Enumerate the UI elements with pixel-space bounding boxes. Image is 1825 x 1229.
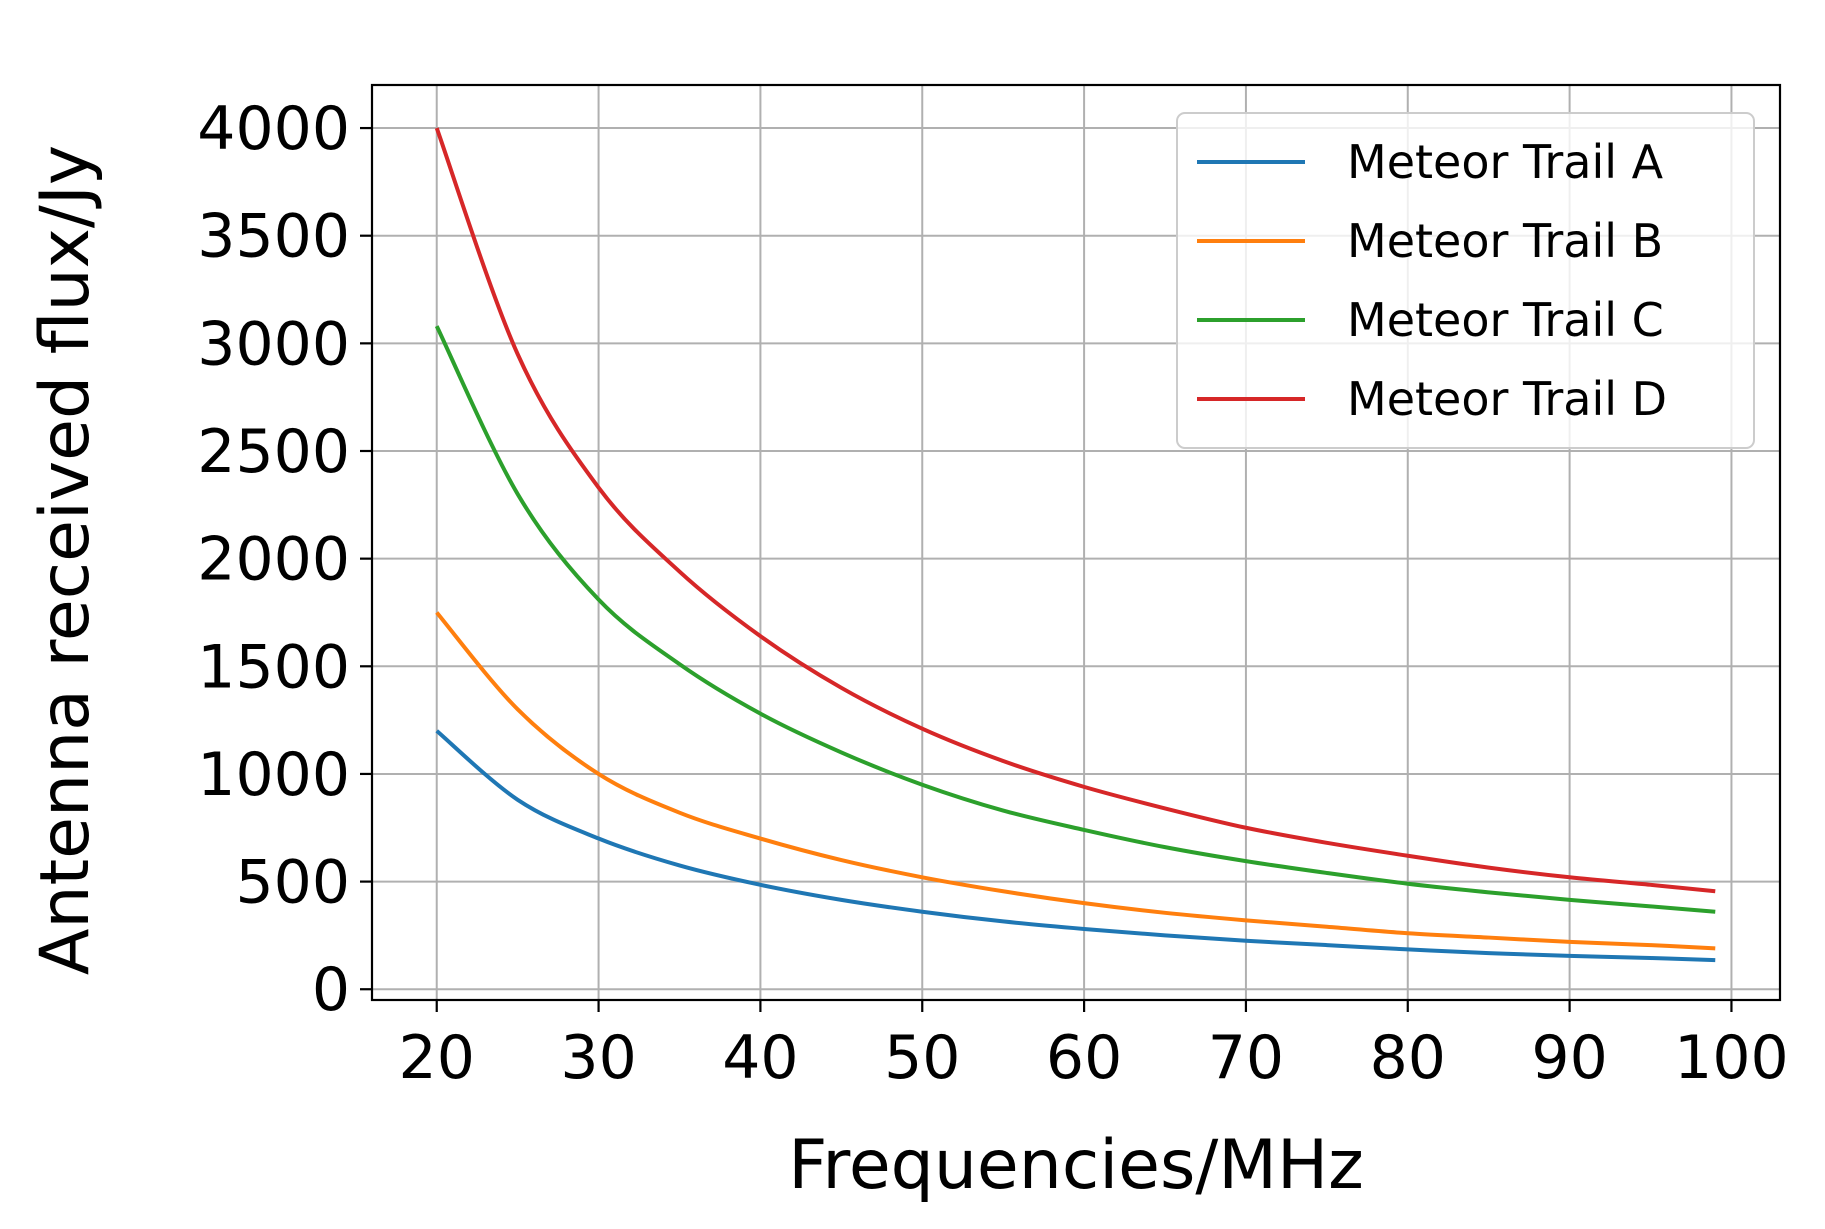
legend-label-meteor-trail-b: Meteor Trail B [1347,214,1663,268]
plot-frame [370,83,1782,1002]
legend-items: Meteor Trail A Meteor Trail B Meteor Trail… [1197,135,1667,426]
series-line-meteor-trail-c [434,325,1716,914]
x-axis-ticks: 20 30 40 50 60 70 80 90 100 [399,1000,1789,1093]
legend: Meteor Trail A Meteor Trail B Meteor Trail… [1176,112,1755,449]
series-line-meteor-trail-b [435,611,1716,951]
legend-label-meteor-trail-a: Meteor Trail A [1347,135,1664,189]
x-tick-label: 50 [884,1023,960,1093]
y-tick-label: 1500 [197,632,350,702]
y-axis-ticks: 0 500 1000 1500 2000 2500 3000 3500 4000 [197,94,372,1025]
series-line-meteor-trail-a [435,729,1716,963]
legend-label-meteor-trail-c: Meteor Trail C [1347,293,1664,347]
legend-label-meteor-trail-d: Meteor Trail D [1347,372,1667,426]
y-tick-label: 4000 [197,94,350,164]
y-tick-label: 0 [312,955,350,1025]
x-axis-title: Frequencies/MHz [788,1126,1364,1205]
series-line-meteor-trail-d [434,127,1716,894]
x-tick-label: 90 [1531,1023,1607,1093]
x-tick-label: 100 [1674,1023,1789,1093]
x-tick-label: 80 [1370,1023,1446,1093]
x-tick-label: 60 [1046,1023,1122,1093]
series-lines [434,127,1716,963]
legend-box [1176,112,1755,449]
y-tick-label: 500 [235,848,350,918]
y-tick-label: 3000 [197,309,350,379]
y-tick-label: 3500 [197,202,350,272]
x-tick-label: 70 [1208,1023,1284,1093]
y-tick-label: 2500 [197,417,350,487]
y-tick-label: 1000 [197,740,350,810]
y-tick-label: 2000 [197,525,350,595]
y-axis-title: Antenna received flux/Jy [26,145,105,975]
x-tick-label: 20 [399,1023,475,1093]
x-tick-label: 40 [722,1023,798,1093]
x-tick-label: 30 [560,1023,636,1093]
